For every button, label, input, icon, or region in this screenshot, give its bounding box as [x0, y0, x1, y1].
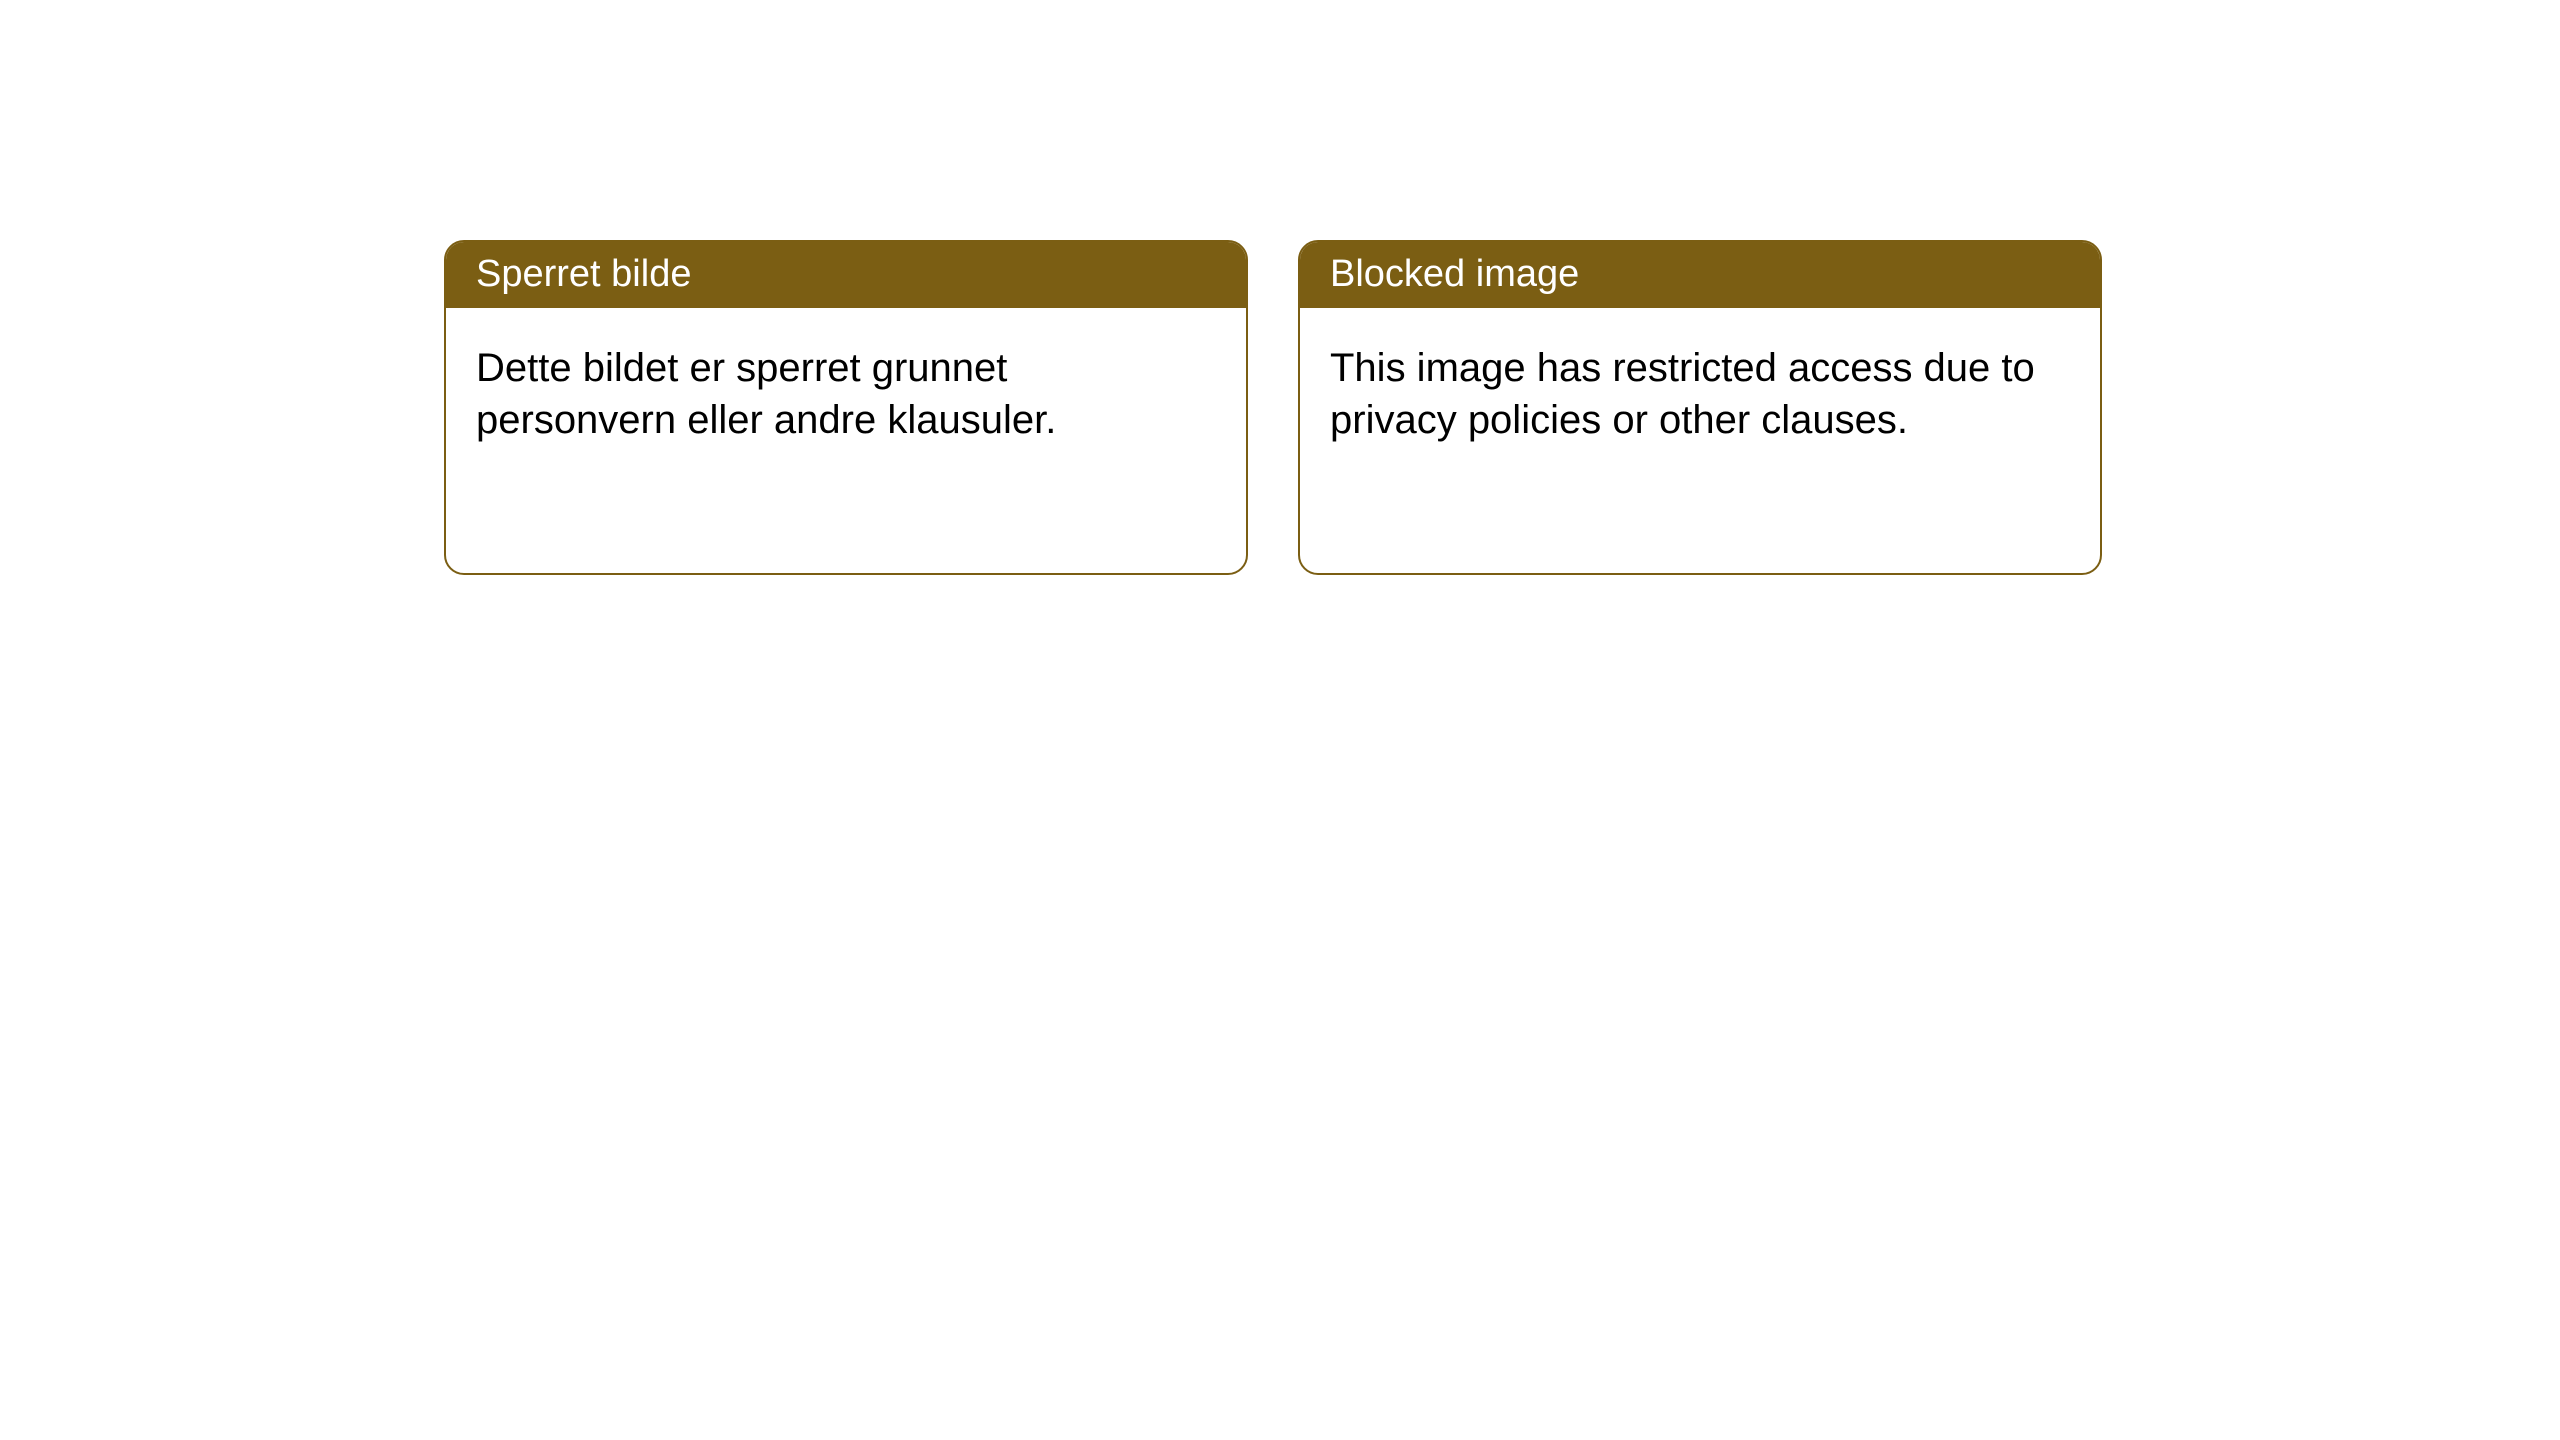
notice-container: Sperret bilde Dette bildet er sperret gr…	[444, 240, 2102, 575]
notice-header: Sperret bilde	[446, 242, 1246, 308]
notice-body: This image has restricted access due to …	[1300, 308, 2100, 480]
notice-card-english: Blocked image This image has restricted …	[1298, 240, 2102, 575]
notice-header: Blocked image	[1300, 242, 2100, 308]
notice-card-norwegian: Sperret bilde Dette bildet er sperret gr…	[444, 240, 1248, 575]
notice-body: Dette bildet er sperret grunnet personve…	[446, 308, 1246, 480]
